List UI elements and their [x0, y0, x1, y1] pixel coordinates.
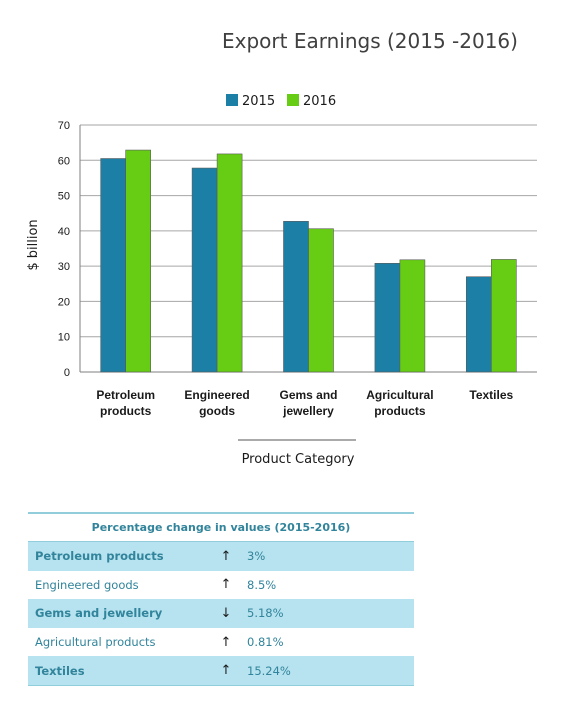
legend: 2015 2016 [226, 94, 336, 109]
row-value: 8.5% [247, 577, 277, 592]
x-category-label-line: Gems and [279, 388, 337, 402]
bar-2015-3 [374, 263, 401, 373]
change-direction-icon: ↓ [213, 599, 239, 628]
y-tick-label: 30 [58, 261, 70, 273]
legend-swatch-2015 [226, 94, 238, 106]
table-row: Petroleum products ↑ 3% [28, 541, 414, 571]
change-direction-icon: ↑ [220, 634, 232, 650]
x-category-label: Agricultural products [366, 388, 433, 418]
y-tick-label: 0 [64, 367, 70, 379]
row-name: Textiles [28, 656, 213, 686]
percentage-change-table: Percentage change in values (2015-2016) … [28, 512, 414, 686]
row-value: 3% [239, 541, 414, 571]
y-tick-labels: 0 10 20 30 40 50 60 70 [58, 120, 70, 379]
table-row: Agricultural products ↑ 0.81% [28, 628, 414, 657]
table-row: Gems and jewellery ↓ 5.18% [28, 599, 414, 628]
x-category-label-line: products [100, 404, 152, 418]
x-category-label-line: products [374, 404, 426, 418]
legend-label-2016: 2016 [303, 94, 336, 109]
row-name: Engineered goods [35, 577, 139, 592]
row-name: Agricultural products [35, 635, 156, 650]
x-category-label-line: jewellery [282, 404, 334, 418]
bar-2015-1 [191, 167, 218, 373]
chart-title: Export Earnings (2015 -2016) [222, 29, 518, 53]
x-category-label-line: Agricultural [366, 388, 433, 402]
row-value: 15.24% [239, 656, 414, 686]
x-category-label: Textiles [469, 388, 513, 402]
x-category-label: Petroleum products [96, 388, 155, 418]
row-value: 5.18% [239, 599, 414, 628]
y-tick-label: 60 [58, 155, 70, 167]
bar-2016-2 [308, 228, 334, 373]
x-category-label: Engineered goods [184, 388, 249, 418]
export-earnings-chart: Export Earnings (2015 -2016) 2015 2016 0 1… [26, 29, 537, 467]
bar-2015-4 [465, 276, 492, 373]
x-category-label-line: goods [199, 404, 235, 418]
row-value: 0.81% [247, 635, 284, 650]
x-category-label-line: Engineered [184, 388, 249, 402]
table-title: Percentage change in values (2015-2016) [28, 512, 414, 542]
x-axis-title: Product Category [242, 452, 355, 467]
y-tick-label: 70 [58, 120, 70, 132]
y-tick-label: 20 [58, 296, 70, 308]
y-tick-label: 40 [58, 226, 70, 238]
table-header-row: Percentage change in values (2015-2016) [28, 512, 414, 542]
x-category-label: Gems and jewellery [279, 388, 337, 418]
x-category-labels: Petroleum products Engineered goods Gems and… [96, 388, 513, 418]
bar-2016-3 [399, 259, 426, 373]
y-axis-title: $ billion [26, 219, 41, 270]
table-row: Engineered goods ↑ 8.5% [28, 571, 414, 600]
row-name: Petroleum products [28, 541, 213, 571]
legend-label-2015: 2015 [242, 94, 275, 109]
bar-2015-2 [283, 221, 309, 373]
y-tick-label: 10 [58, 332, 70, 344]
change-direction-icon: ↑ [213, 656, 239, 686]
legend-swatch-2016 [287, 94, 299, 106]
y-tick-label: 50 [58, 191, 70, 203]
bar-2016-0 [125, 149, 151, 373]
row-name: Gems and jewellery [28, 599, 213, 628]
change-direction-icon: ↑ [220, 577, 232, 593]
bar-2016-1 [216, 153, 243, 373]
bars [100, 149, 517, 373]
table-row: Textiles ↑ 15.24% [28, 656, 414, 686]
bar-2016-4 [490, 259, 517, 373]
bar-2015-0 [100, 158, 126, 373]
change-direction-icon: ↑ [213, 541, 239, 571]
x-category-label-line: Textiles [469, 388, 513, 402]
x-category-label-line: Petroleum [96, 388, 155, 402]
